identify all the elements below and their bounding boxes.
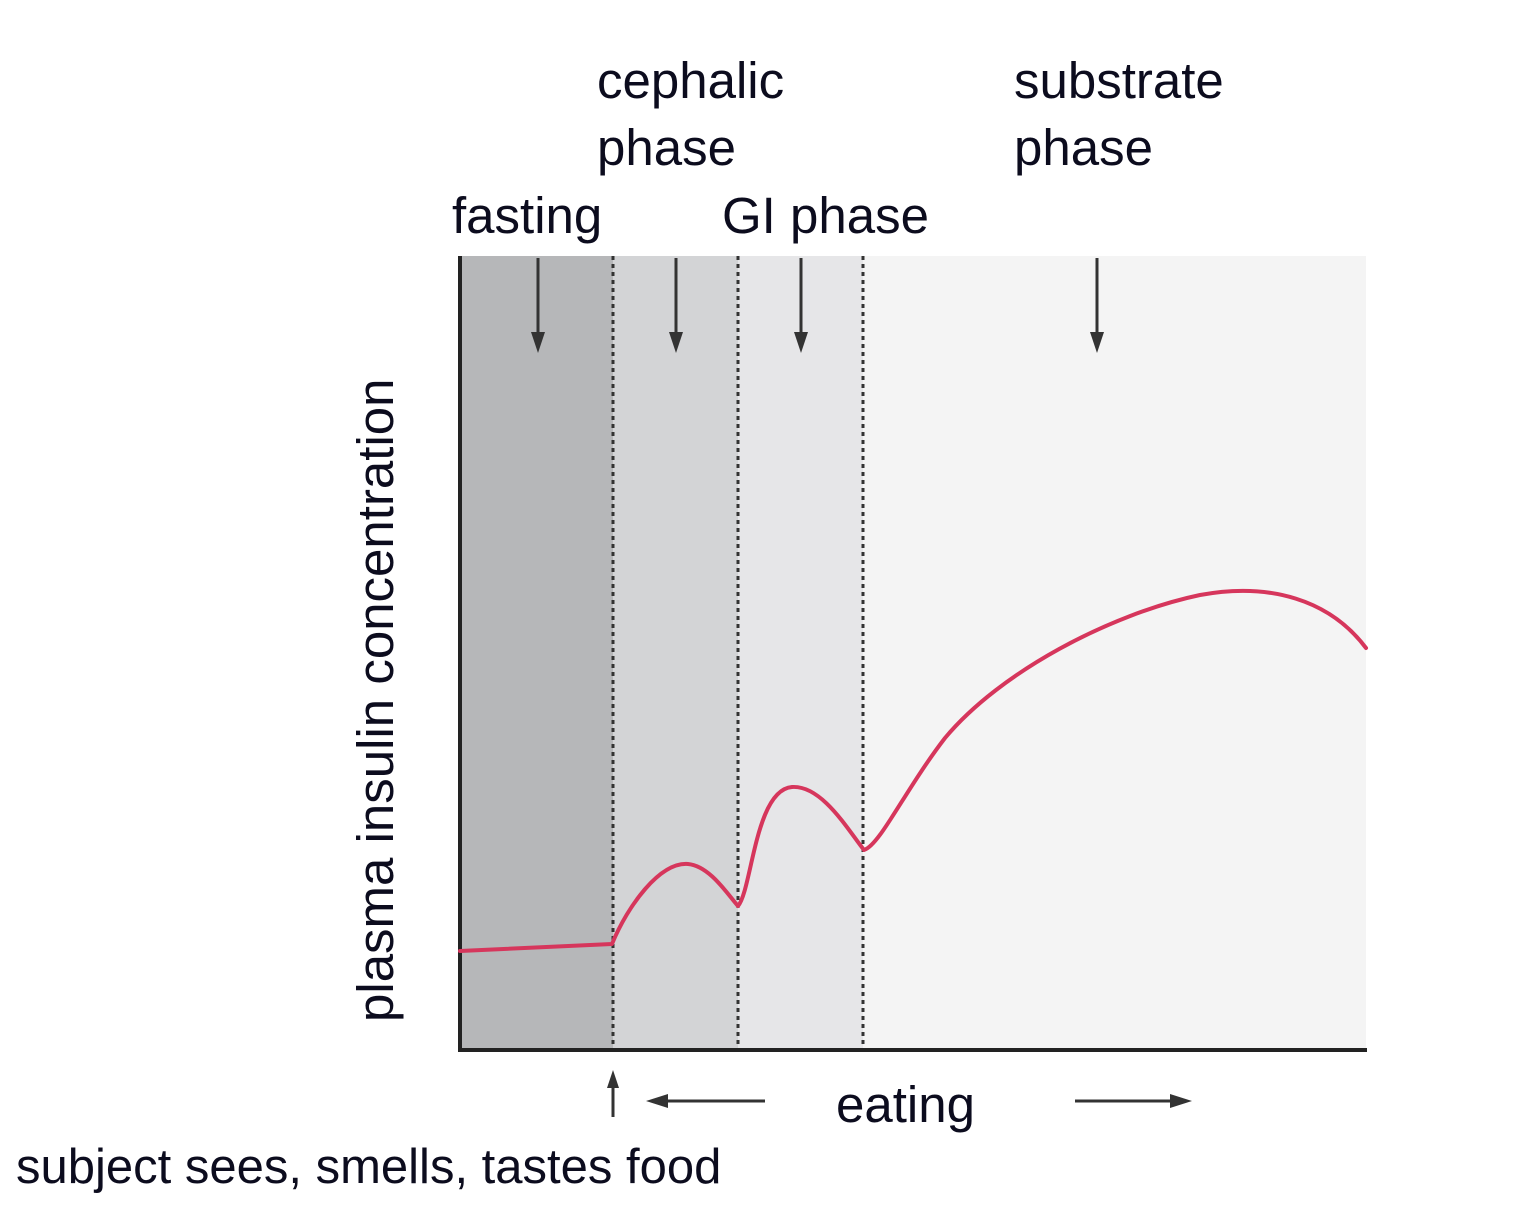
insulin-curve [458, 588, 1368, 953]
band-cephalic [613, 256, 738, 1050]
arrow-down-gi-icon [794, 258, 808, 353]
eating-label: eating [836, 1076, 975, 1133]
arrow-left-eating-icon [646, 1094, 765, 1108]
band-gi [738, 256, 863, 1050]
trigger-label: subject sees, smells, tastes food [16, 1140, 721, 1194]
arrow-down-substrate-icon [1090, 258, 1104, 353]
arrow-right-eating-icon [1075, 1094, 1192, 1108]
phase-arrows [531, 258, 1104, 353]
arrow-down-fasting-icon [531, 258, 545, 353]
label-cephalic-line1: cephalic [597, 52, 784, 109]
label-substrate-line2: phase [1014, 119, 1153, 176]
label-gi-phase: GI phase [722, 187, 929, 244]
y-axis-label: plasma insulin concentration [347, 378, 404, 1022]
label-substrate-line1: substrate [1014, 52, 1224, 109]
band-fasting [460, 256, 613, 1050]
phase-labels: fasting cephalic phase GI phase substrat… [452, 52, 1224, 244]
arrow-down-cephalic-icon [669, 258, 683, 353]
label-fasting: fasting [452, 187, 602, 244]
band-substrate [863, 256, 1366, 1050]
arrow-up-trigger-icon [607, 1070, 619, 1117]
label-cephalic-line2: phase [597, 119, 736, 176]
axes [458, 256, 1367, 1052]
phase-bands [460, 256, 1366, 1050]
